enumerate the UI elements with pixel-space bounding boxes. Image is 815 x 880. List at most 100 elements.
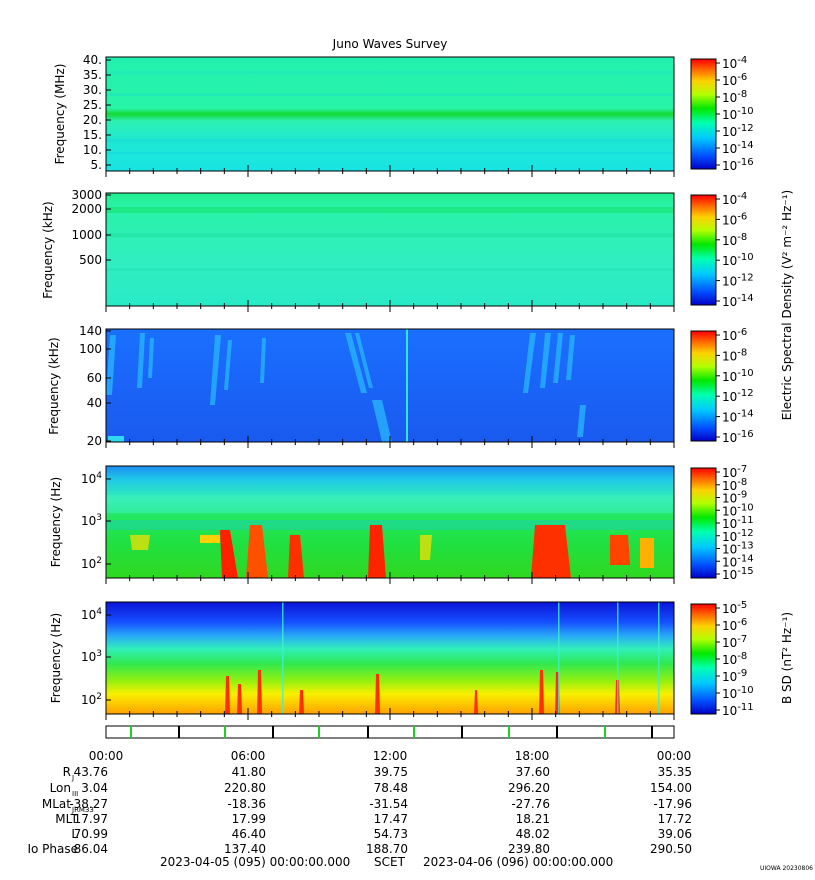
event-mark (461, 726, 463, 738)
ephemeris-value: 39.75 (374, 765, 408, 779)
colorbar-tick-label-p5: 10-10 (722, 685, 754, 701)
colorbar-tick-label-p3: 10-8 (722, 347, 747, 363)
y-tick-label-p2: 1000 (71, 228, 102, 242)
ephemeris-value: 17.99 (232, 812, 266, 826)
ephemeris-value: 17.47 (374, 812, 408, 826)
x-time-label: 00:00 (657, 749, 692, 763)
ephemeris-label-sub: III (72, 790, 78, 798)
y-tick-label-p1: 35. (83, 68, 102, 82)
y-tick-label-p1: 25. (83, 98, 102, 112)
event-mark (508, 726, 510, 738)
y-tick-label-p3: 140 (79, 324, 102, 338)
ephemeris-value: 37.60 (516, 765, 550, 779)
ephemeris-value: -38.27 (69, 797, 108, 811)
colorbar-tick-label-p4: 10-15 (722, 566, 754, 582)
y-axis-label-4: Frequency (Hz) (49, 477, 63, 568)
y-tick-label-p4: 103 (81, 513, 102, 528)
y-tick-label-p3: 20 (87, 434, 102, 448)
colorbar-tick-label-p2: 10-14 (722, 293, 754, 309)
y-axis-label-3: Frequency (kHz) (47, 337, 61, 434)
ephemeris-value: 154.00 (650, 781, 692, 795)
ephemeris-value: 39.06 (658, 827, 692, 841)
event-mark (224, 726, 226, 738)
event-mark (318, 726, 320, 738)
x-time-label: 00:00 (89, 749, 124, 763)
ephemeris-label: R (63, 765, 71, 779)
colorbar-tick-label-p5: 10-5 (722, 600, 747, 616)
y-tick-label-p5: 104 (81, 607, 102, 622)
watermark: UIOWA 20230806 (759, 865, 813, 872)
ephemeris-label: Io Phase (27, 842, 78, 856)
ephemeris-value: 78.48 (374, 781, 408, 795)
ephemeris-value: 137.40 (224, 842, 266, 856)
colorbar-tick-label-p1: 10-6 (722, 72, 747, 88)
event-mark (413, 726, 415, 738)
footer-end: 2023-04-06 (096) 00:00:00.000 (423, 855, 614, 869)
y-tick-label-p1: 10. (83, 143, 102, 157)
event-mark (178, 726, 180, 738)
y-tick-label-p1: 40. (83, 53, 102, 67)
colorbar-tick-label-p3: 10-16 (722, 429, 754, 445)
event-mark (367, 726, 369, 738)
ephemeris-value: 17.97 (74, 812, 108, 826)
event-strip-marks (130, 726, 653, 738)
colorbar-p2 (690, 194, 717, 306)
y-tick-label-p3: 40 (87, 396, 102, 410)
ephemeris-label: Lon (50, 781, 71, 795)
x-time-label: 06:00 (231, 749, 266, 763)
ephemeris-value: 290.50 (650, 842, 692, 856)
panel-4-features (106, 495, 674, 578)
y-tick-label-p2: 500 (79, 253, 102, 267)
y-tick-label-p1: 30. (83, 83, 102, 97)
ephemeris-value: 3.04 (81, 781, 108, 795)
page-title: Juno Waves Survey (332, 37, 448, 51)
colorbar-tick-label-p1: 10-4 (722, 55, 747, 71)
colorbar-tick-label-p5: 10-7 (722, 634, 747, 650)
colorbar-tick-label-p2: 10-10 (722, 252, 754, 268)
ephemeris-value: -27.76 (511, 797, 550, 811)
ephemeris-value: -17.96 (653, 797, 692, 811)
ephemeris-label-sub: JRM33 (71, 806, 94, 814)
event-mark (130, 726, 132, 738)
x-time-label: 12:00 (373, 749, 408, 763)
y-tick-label-p5: 103 (81, 649, 102, 664)
panel-3-spectrogram (106, 329, 674, 442)
colorbar-tick-label-p5: 10-11 (722, 702, 754, 718)
y-tick-label-p1: 15. (83, 128, 102, 142)
ephemeris-value: 41.80 (232, 765, 266, 779)
y-tick-label-p3: 60 (87, 371, 102, 385)
colorbar-tick-label-p5: 10-6 (722, 617, 747, 633)
colorbar-tick-label-p1: 10-16 (722, 157, 754, 173)
ephemeris-label: L (71, 827, 78, 841)
event-mark (604, 726, 606, 738)
ephemeris-value: 188.70 (366, 842, 408, 856)
ephemeris-value: 43.76 (74, 765, 108, 779)
colorbar-tick-label-p5: 10-8 (722, 651, 747, 667)
colorbar-tick-label-p3: 10-12 (722, 388, 754, 404)
colorbar-p3 (690, 330, 717, 442)
panel-2-bands (106, 207, 674, 271)
ephemeris-value: 239.80 (508, 842, 550, 856)
colorbar-tick-label-p1: 10-8 (722, 89, 747, 105)
event-mark (272, 726, 274, 738)
ephemeris-value: -31.54 (369, 797, 408, 811)
y-axis-label-1: Frequency (MHz) (53, 64, 67, 165)
colorbar-tick-label-p3: 10-14 (722, 409, 754, 425)
colorbar-tick-label-p2: 10-4 (722, 191, 747, 207)
ephemeris-value: 70.99 (74, 827, 108, 841)
ephemeris-value: 54.73 (374, 827, 408, 841)
colorbar-p1 (690, 58, 717, 170)
colorbar-tick-label-p1: 10-14 (722, 140, 754, 156)
y-axis-label-2: Frequency (kHz) (41, 201, 55, 298)
ephemeris-value: 48.02 (516, 827, 550, 841)
electric-colorbar-label: Electric Spectral Density (V² m⁻² Hz⁻¹) (780, 190, 794, 420)
event-mark (556, 726, 558, 738)
panel-5-spectrogram (106, 602, 674, 714)
colorbar-tick-label-p2: 10-12 (722, 273, 754, 289)
event-mark (651, 726, 653, 738)
ephemeris-label: MLat (42, 797, 71, 811)
ephemeris-value: 46.40 (232, 827, 266, 841)
panel-4-spectrogram (106, 466, 674, 578)
ephemeris-label-sub: J (71, 774, 74, 782)
